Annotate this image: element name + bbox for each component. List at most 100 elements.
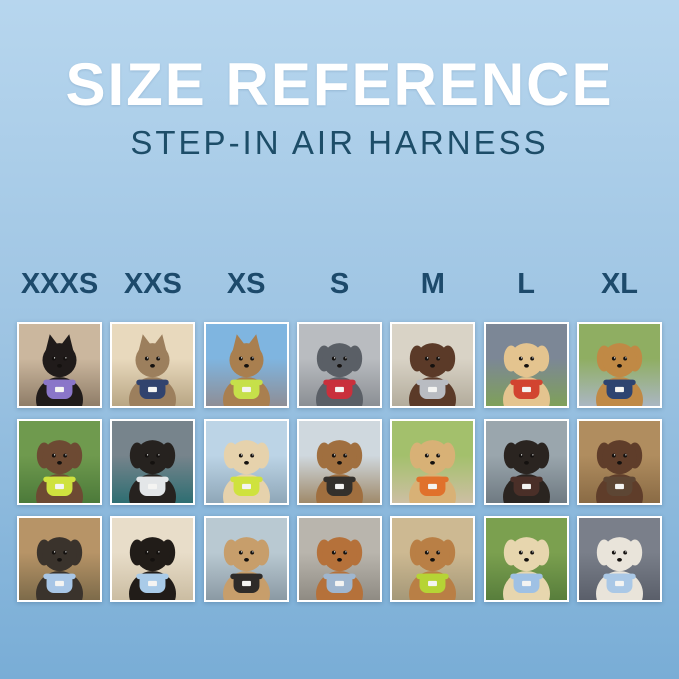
pet-illustration-icon xyxy=(36,537,83,600)
harness-label xyxy=(521,386,531,393)
pet-photo xyxy=(390,516,476,602)
pet-head xyxy=(135,440,170,475)
pet-face xyxy=(425,356,441,368)
page-title: SIZE REFERENCE xyxy=(65,51,614,118)
size-column-header: M xyxy=(390,268,475,301)
pet-head xyxy=(509,537,544,572)
harness xyxy=(43,379,76,400)
harness xyxy=(136,476,170,497)
pet-face xyxy=(611,550,628,562)
pet-illustration-icon xyxy=(222,440,270,503)
pet-illustration-icon xyxy=(129,334,177,406)
pet-illustration-icon xyxy=(129,440,177,503)
photo-grid xyxy=(17,322,662,602)
harness-label xyxy=(335,386,344,393)
harness-label xyxy=(615,386,624,393)
pet-face xyxy=(51,356,68,368)
harness xyxy=(229,476,263,497)
harness xyxy=(136,379,170,400)
harness-label xyxy=(615,580,624,587)
pet-photo xyxy=(390,419,476,505)
pet-illustration-icon xyxy=(316,440,363,503)
pet-photo xyxy=(390,322,476,408)
pet-illustration-icon xyxy=(409,537,457,600)
size-column-header: S xyxy=(297,268,382,301)
pet-head xyxy=(42,343,77,378)
pet-illustration-icon xyxy=(316,537,363,600)
pet-face xyxy=(518,356,534,368)
harness-label xyxy=(335,580,344,587)
size-column-header: XL xyxy=(577,268,662,301)
pet-face xyxy=(611,453,628,465)
harness xyxy=(229,379,263,400)
pet-illustration-icon xyxy=(502,537,550,600)
pet-photo xyxy=(576,322,662,408)
pet-illustration-icon xyxy=(502,343,550,406)
size-column-label: XXXS xyxy=(20,267,99,300)
pet-head xyxy=(322,440,357,475)
pet-head xyxy=(42,537,77,572)
harness xyxy=(136,573,170,594)
page-subtitle: STEP-IN AIR HARNESS xyxy=(130,124,549,161)
pet-illustration-icon xyxy=(36,440,83,503)
harness-label xyxy=(615,483,624,490)
pet-photo xyxy=(296,322,382,408)
harness-label xyxy=(148,483,158,490)
pet-photo xyxy=(296,516,382,602)
harness xyxy=(43,573,76,594)
harness-label xyxy=(148,580,158,587)
size-column-label: M xyxy=(420,267,445,300)
pet-photo xyxy=(17,419,102,505)
pet-illustration-icon xyxy=(409,343,457,406)
size-column-header: XS xyxy=(204,268,289,301)
pet-face xyxy=(331,453,348,465)
pet-photo xyxy=(203,322,289,408)
harness xyxy=(323,476,356,497)
pet-face xyxy=(145,453,161,465)
pet-photo xyxy=(483,516,569,602)
pet-face xyxy=(518,453,534,465)
pet-head xyxy=(135,537,170,572)
pet-face xyxy=(611,356,628,368)
pet-photo xyxy=(203,516,289,602)
pet-photo xyxy=(17,516,102,602)
pet-face xyxy=(51,550,68,562)
harness xyxy=(509,573,543,594)
harness xyxy=(416,573,450,594)
harness-label xyxy=(428,386,438,393)
size-column-label: XXS xyxy=(123,267,182,300)
harness-label xyxy=(241,386,251,393)
pet-face xyxy=(518,550,534,562)
pet-face xyxy=(331,356,348,368)
size-column-label: XL xyxy=(600,267,638,300)
harness-label xyxy=(335,483,344,490)
harness-label xyxy=(428,483,438,490)
pet-head xyxy=(509,343,544,378)
pet-head xyxy=(135,343,170,378)
harness xyxy=(323,573,356,594)
harness xyxy=(229,573,263,594)
pet-head xyxy=(602,440,637,475)
harness xyxy=(603,379,636,400)
pet-photo xyxy=(110,419,196,505)
pet-head xyxy=(415,537,450,572)
pet-face xyxy=(238,356,254,368)
size-column-header: XXS xyxy=(110,268,195,301)
pet-head xyxy=(415,440,450,475)
pet-head xyxy=(322,343,357,378)
harness-label xyxy=(148,386,158,393)
harness-label xyxy=(55,580,64,587)
pet-photo xyxy=(110,516,196,602)
pet-illustration-icon xyxy=(595,537,643,600)
harness xyxy=(509,476,543,497)
harness xyxy=(43,476,76,497)
harness xyxy=(603,573,636,594)
pet-illustration-icon xyxy=(595,343,643,406)
pet-photo xyxy=(296,419,382,505)
pet-face xyxy=(145,550,161,562)
pet-head xyxy=(415,343,450,378)
harness-label xyxy=(428,580,438,587)
size-column-label: L xyxy=(517,267,535,300)
pet-face xyxy=(145,356,161,368)
pet-illustration-icon xyxy=(129,537,177,600)
